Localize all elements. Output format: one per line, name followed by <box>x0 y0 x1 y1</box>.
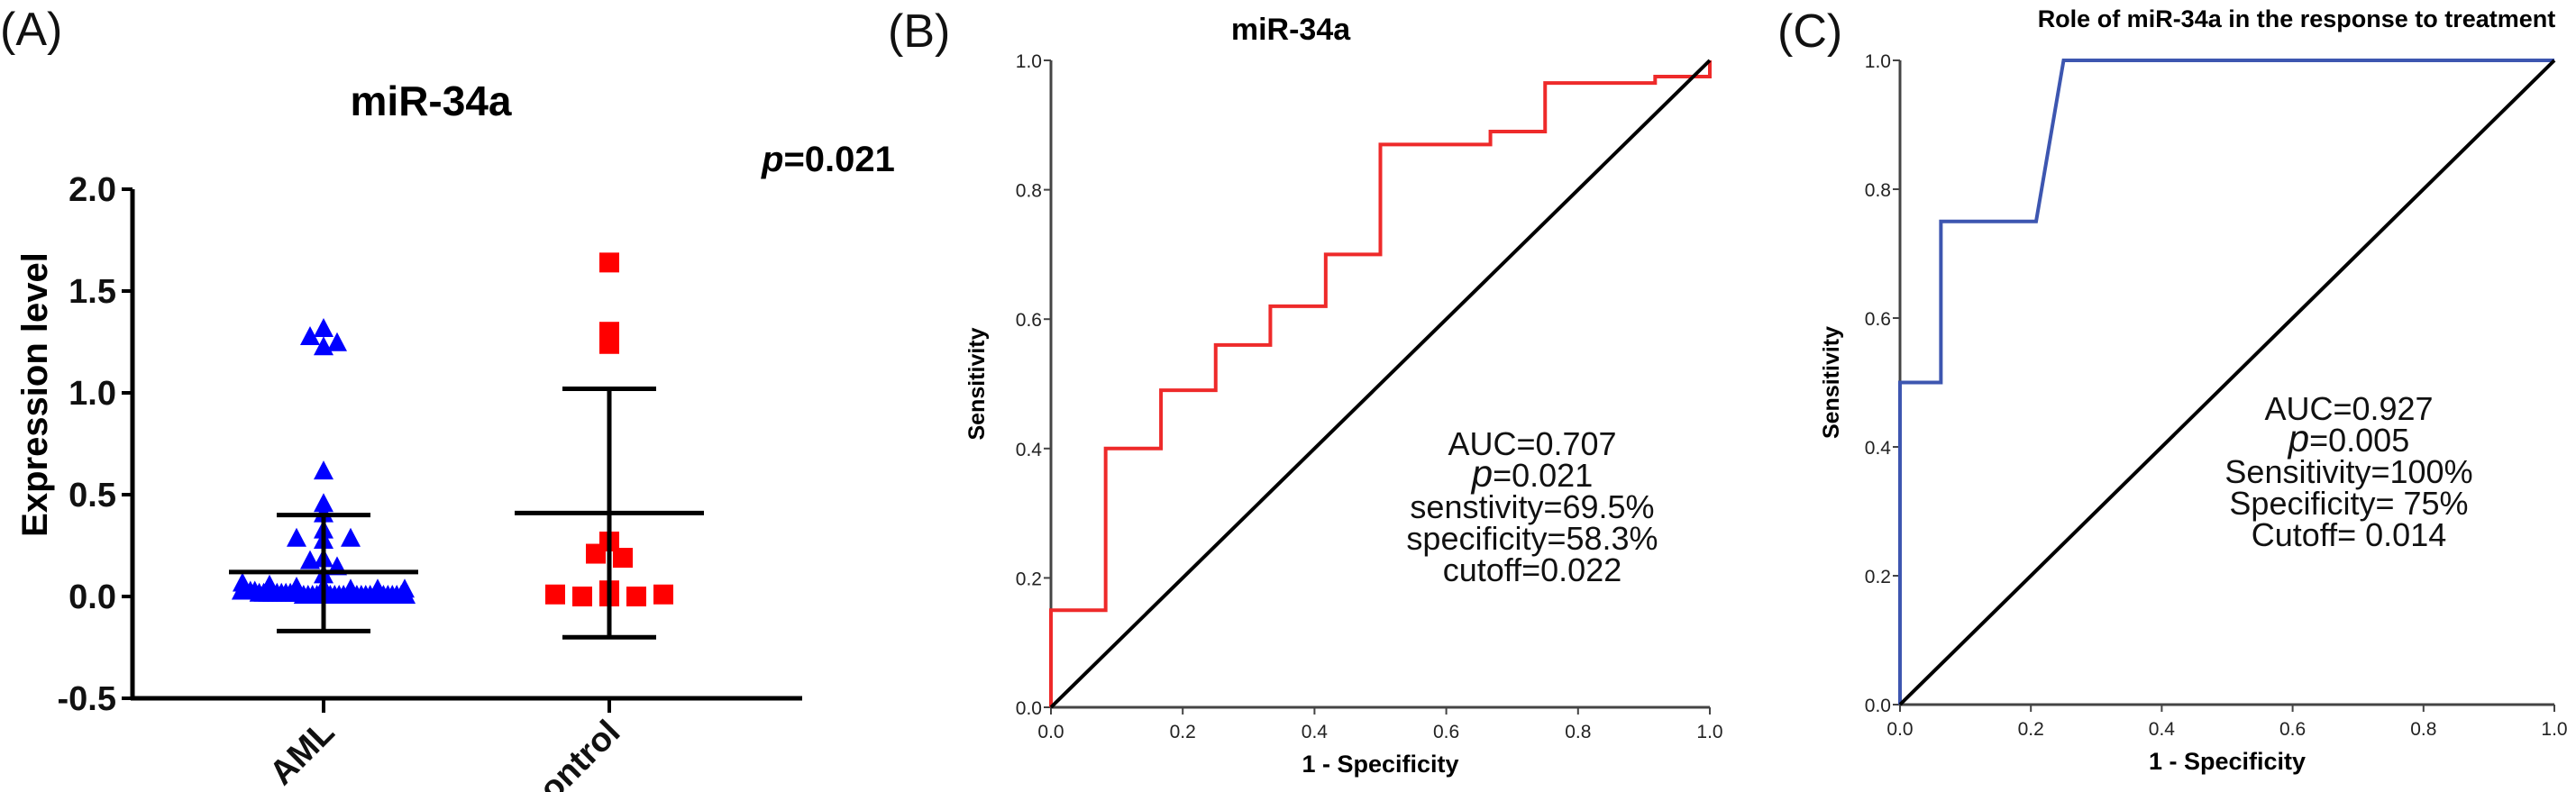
y-tick-label: 2.0 <box>69 171 116 209</box>
triangle-point <box>300 325 320 345</box>
p-value-text: =0.021 <box>1493 457 1593 494</box>
x-axis-label: 1 - Specificity <box>2149 748 2306 775</box>
triangle-point <box>314 493 333 513</box>
y-tick-label: 0.0 <box>69 578 116 616</box>
triangle-point <box>327 332 347 351</box>
panel-b: (B) miR-34a 0.0 0.2 0.4 0.6 0.8 1.00.00.20.40… <box>888 5 1723 778</box>
y-tick-label: 1.0 <box>1865 51 1891 72</box>
data-points-a <box>229 252 704 640</box>
x-tick-label: 0.4 <box>1302 722 1329 742</box>
square-point <box>599 322 619 342</box>
roc-plot-b: 0.0 0.2 0.4 0.6 0.8 1.0 0.0 0.2 0.4 0.6 0.8 1.0 1 - … <box>964 51 1723 778</box>
square-point <box>572 587 592 606</box>
x-tick-label: 0.0 <box>1886 719 1913 740</box>
triangle-point <box>314 317 333 337</box>
y-tick-label: 1.0 <box>69 375 116 413</box>
roc-plot-c: 0.0 0.2 0.4 0.6 0.8 1.0 0.0 0.2 0.4 0.6 0.8 1.0 1 - … <box>1819 51 2568 775</box>
y-tick-label: 1.0 <box>1016 51 1042 72</box>
y-axis-label: Sensitivity <box>1819 326 1844 439</box>
y-tick-label: 0.2 <box>1016 569 1042 589</box>
x-tick-label: 0.2 <box>1170 722 1196 742</box>
y-tick-label: 0.0 <box>1865 696 1891 716</box>
y-tick-label: 0.4 <box>1865 438 1892 459</box>
annotation-line: senstivity=69.5% <box>1410 488 1654 525</box>
panel-label-c: (C) <box>1777 5 1842 58</box>
triangle-point <box>300 550 320 569</box>
triangle-point <box>341 527 361 547</box>
x-tick-label: 0.8 <box>2410 719 2436 740</box>
y-tick-label: 0.8 <box>1016 181 1042 202</box>
y-tick-label: 0.4 <box>1016 440 1043 460</box>
triangle-point <box>314 460 333 480</box>
annotation-line: Cutoff= 0.014 <box>2252 516 2447 553</box>
panel-label-b: (B) <box>888 5 950 58</box>
x-axis-label: 1 - Specificity <box>1302 751 1458 778</box>
square-point <box>653 584 673 605</box>
y-tick-label: 0.8 <box>1865 180 1891 201</box>
y-tick-label: 0.5 <box>69 477 116 514</box>
y-tick-label: 0.6 <box>1016 310 1042 331</box>
y-tick-label: 0.2 <box>1865 567 1891 587</box>
y-axis-label: Sensitivity <box>964 327 990 440</box>
x-tick-label: 1.0 <box>2541 719 2567 740</box>
annotation-line: AUC=0.927 <box>2264 390 2433 427</box>
annotation-line: p=0.005 <box>2287 417 2409 460</box>
y-tick-label: 1.5 <box>69 273 116 311</box>
y-tick-label: -0.5 <box>58 680 116 718</box>
square-point <box>613 548 633 569</box>
p-symbol: p <box>1470 452 1493 495</box>
annotation-line: specificity=58.3% <box>1406 520 1658 557</box>
square-point <box>545 584 565 605</box>
reference-line <box>1049 59 1712 709</box>
chart-title-c: Role of miR-34a in the response to treat… <box>2038 5 2556 32</box>
annotation-line: Specificity= 75% <box>2229 485 2468 522</box>
axes-a: 2.0 1.5 1.0 0.5 0.0 -0.5 AML control <box>58 171 802 792</box>
panel-c: (C) Role of miR-34a in the response to t… <box>1777 5 2568 775</box>
x-tick-label: 0.4 <box>2149 719 2176 740</box>
roc-curve <box>1049 60 1712 707</box>
y-tick-label: 0.0 <box>1016 698 1042 719</box>
reference-line <box>1898 59 2556 706</box>
p-value-text: =0.021 <box>783 140 894 179</box>
p-value-a: p=0.021 <box>761 140 895 179</box>
annotation-line: AUC=0.707 <box>1448 425 1616 462</box>
triangle-point <box>287 527 306 547</box>
x-tick-label: 0.2 <box>2018 719 2044 740</box>
p-value-text: =0.005 <box>2309 422 2409 459</box>
triangle-point <box>396 585 416 604</box>
chart-title-b: miR-34a <box>1231 13 1351 47</box>
p-symbol: p <box>761 140 783 179</box>
x-tick-label: AML <box>262 714 342 792</box>
x-tick-label: 1.0 <box>1696 722 1722 742</box>
y-tick-label: 0.6 <box>1865 309 1891 330</box>
square-point <box>626 587 646 606</box>
p-symbol: p <box>2287 417 2309 460</box>
panel-a: (A) miR-34a Expression level 2.0 1.5 1.0 0.… <box>0 4 895 792</box>
annotation-line: Sensitivity=100% <box>2224 453 2472 490</box>
square-point <box>599 252 619 273</box>
x-tick-label: 0.6 <box>2279 719 2306 740</box>
x-tick-label: 0.8 <box>1565 722 1591 742</box>
x-tick-label: 0.0 <box>1037 722 1064 742</box>
chart-title-a: miR-34a <box>351 77 512 124</box>
annotation-line: p=0.021 <box>1470 452 1593 495</box>
x-tick-label: 0.6 <box>1433 722 1459 742</box>
x-tick-label: control <box>519 714 628 792</box>
annotation-line: cutoff=0.022 <box>1443 551 1622 588</box>
panel-label-a: (A) <box>0 4 62 56</box>
roc-curve <box>1898 59 2554 705</box>
y-axis-label-a: Expression level <box>15 252 55 537</box>
